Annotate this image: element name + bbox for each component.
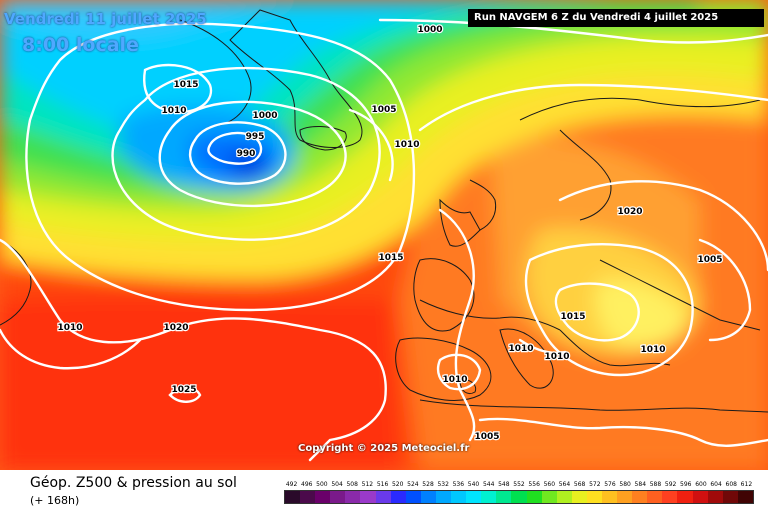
- color-swatch: [390, 491, 406, 503]
- scale-label: 508: [346, 481, 358, 488]
- color-swatch: [737, 491, 753, 503]
- scale-label: 568: [573, 481, 586, 488]
- scale-label: 520: [391, 481, 404, 488]
- scale-label: 528: [422, 481, 434, 488]
- color-swatch: [330, 491, 346, 503]
- color-swatch: [601, 491, 618, 503]
- color-swatch: [360, 491, 376, 503]
- product-title: Géop. Z500 & pression au sol: [30, 475, 237, 491]
- isobar-label: 1010: [442, 375, 467, 385]
- scale-label: 524: [407, 481, 419, 488]
- color-swatch: [375, 491, 391, 503]
- isobar-labels: 1000 1015 1010 1000 1005 995 1010 990 10…: [56, 24, 723, 443]
- scale-label: 532: [437, 481, 449, 488]
- scale-label: 536: [452, 481, 465, 488]
- color-swatch: [586, 491, 602, 503]
- color-swatch: [481, 491, 497, 503]
- color-swatch: [451, 491, 467, 503]
- color-swatch: [556, 491, 572, 503]
- isobar-label: 1015: [378, 253, 403, 263]
- valid-time: 8:00 locale: [22, 34, 139, 56]
- scale-label: 560: [543, 481, 556, 488]
- isobar-label: 1005: [371, 105, 396, 115]
- copyright: Copyright © 2025 Meteociel.fr: [298, 443, 470, 454]
- forecast-range: (+ 168h): [30, 494, 80, 507]
- color-swatch: [315, 491, 331, 503]
- color-swatch: [632, 491, 648, 503]
- scale-label: 596: [680, 481, 692, 488]
- color-swatch: [345, 491, 361, 503]
- scale-label: 544: [482, 481, 495, 488]
- color-swatch: [722, 491, 738, 503]
- isobar-label: 1010: [394, 140, 419, 150]
- scale-label: 592: [664, 481, 677, 488]
- color-swatch: [526, 491, 542, 503]
- isobar-label: 1015: [173, 80, 198, 90]
- isobar-label: 1020: [163, 323, 188, 333]
- isobar-label: 1010: [508, 344, 533, 354]
- color-swatch: [571, 491, 587, 503]
- scale-label: 548: [498, 481, 510, 488]
- scale-label: 564: [558, 481, 571, 488]
- color-swatch: [647, 491, 663, 503]
- scale-label: 516: [376, 481, 389, 488]
- isobar-label: 1005: [697, 255, 722, 265]
- scale-label: 540: [467, 481, 480, 488]
- isobar-label: 1010: [640, 345, 665, 355]
- isobar-label: 1000: [252, 111, 277, 121]
- color-swatch: [405, 491, 421, 503]
- color-scale: [284, 490, 754, 504]
- isobar-label: 1005: [474, 432, 499, 442]
- isobar-label: 1015: [560, 312, 585, 322]
- color-swatch: [692, 491, 708, 503]
- color-swatch: [420, 491, 436, 503]
- scale-label: 496: [301, 481, 313, 488]
- color-swatch: [617, 491, 633, 503]
- scale-label: 512: [361, 481, 374, 488]
- color-swatch: [541, 491, 557, 503]
- scale-label: 504: [331, 481, 343, 488]
- scale-label: 600: [695, 481, 707, 488]
- isobar-label: 1020: [617, 207, 642, 217]
- scale-label: 492: [285, 481, 298, 488]
- color-swatch: [707, 491, 723, 503]
- scale-label: 612: [740, 481, 753, 488]
- scale-label: 576: [604, 481, 616, 488]
- color-swatch: [466, 491, 482, 503]
- scale-label: 608: [725, 481, 737, 488]
- run-info: Run NAVGEM 6 Z du Vendredi 4 juillet 202…: [468, 9, 764, 27]
- color-scale-labels: 492 496 500 504 508 512 516 520 524 528 532 536 540 5…: [284, 481, 754, 489]
- isobar-label: 990: [237, 149, 256, 159]
- color-swatch: [677, 491, 693, 503]
- scale-label: 552: [513, 481, 525, 488]
- scale-label: 556: [528, 481, 540, 488]
- isobar-label: 1010: [57, 323, 82, 333]
- isobar-label: 1000: [417, 25, 442, 35]
- color-swatch: [662, 491, 678, 503]
- isobar-label: 1025: [171, 385, 196, 395]
- isobar-label: 995: [246, 132, 265, 142]
- scale-label: 580: [619, 481, 631, 488]
- legend-footer: Géop. Z500 & pression au sol (+ 168h) 49…: [0, 470, 768, 512]
- isobar-label: 1010: [544, 352, 569, 362]
- color-swatch: [285, 491, 301, 503]
- color-swatch: [300, 491, 316, 503]
- color-swatch: [496, 491, 512, 503]
- scale-label: 500: [316, 481, 328, 488]
- scale-label: 584: [634, 481, 647, 488]
- isobar-label: 1010: [161, 106, 186, 116]
- isobars: [0, 18, 768, 462]
- scale-label: 588: [649, 481, 662, 488]
- scale-label: 604: [710, 481, 722, 488]
- color-swatch: [435, 491, 452, 503]
- scale-label: 572: [589, 481, 601, 488]
- color-swatch: [511, 491, 527, 503]
- valid-date: Vendredi 11 juillet 2025: [4, 10, 207, 28]
- weather-map: 1000 1015 1010 1000 1005 995 1010 990 10…: [0, 0, 768, 470]
